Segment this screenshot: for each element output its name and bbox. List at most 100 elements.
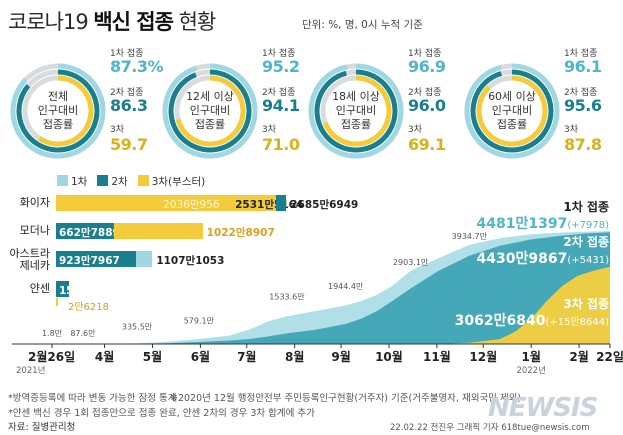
footnote-3: *얀센 백신 경우 1회 접종만으로 접종 완료, 얀센 2차의 경우 3차 합…: [8, 408, 315, 419]
donut-2-second-value: 96.0: [408, 96, 446, 115]
donut-0-second-value: 86.3: [110, 96, 148, 115]
annotation-4: 1533.6만: [269, 292, 305, 301]
donut-1-first-value: 95.2: [262, 57, 300, 76]
series-2-total-label: 2차 접종: [563, 235, 609, 249]
donut-2: [308, 63, 404, 159]
donut-0-center-label: 전체 인구대비 접종률: [26, 90, 90, 132]
legend: 1차 2차 3차(부스터): [57, 174, 205, 189]
donut-3-ring-dose1: [464, 63, 560, 159]
donut-1-ring-dose1: [162, 63, 258, 159]
donut-3-second-value: 95.6: [564, 96, 602, 115]
x-tick-label-6: 9월: [331, 349, 350, 364]
vaccine-3-dose3-bar: [56, 298, 58, 306]
donut-3-ring-dose3: [476, 75, 548, 147]
page-title: 코로나19 백신 접종 현황: [8, 10, 216, 34]
vaccine-3-dose2-label: 151만4697: [59, 285, 120, 297]
vaccine-2-end-label: 1107만1053: [156, 255, 225, 267]
annotation-2: 335.5만: [122, 323, 153, 332]
x-tick-label-11: 2월: [569, 349, 588, 364]
series-2-delta: (+5431): [567, 255, 609, 266]
unit-note: 단위: %, 명, 0시 누적 기준: [302, 19, 423, 31]
donut-rings: [10, 63, 560, 159]
legend-dose2: 2차: [111, 176, 128, 188]
series-1-total-value: 4481만1397(+7978): [477, 213, 609, 233]
donut-3-third-value: 87.8: [564, 135, 602, 154]
vaccine-0-end-label: 2685만6949: [290, 199, 359, 211]
vaccine-name-0-line1: 화이자: [19, 196, 50, 209]
donut-0-third-label: 3차: [110, 125, 125, 135]
vaccine-1-dose2-bar: [56, 223, 114, 239]
series-3-value: 3062만6840: [454, 313, 546, 329]
donut-2-second-label: 2차 접종: [408, 88, 442, 98]
legend-swatch-dose3: [137, 175, 149, 186]
x-tick-label-2: 5월: [143, 349, 162, 364]
annotation-1: 87.6만: [70, 329, 96, 338]
vaccine-name-2-line2: 제네카: [19, 259, 50, 272]
donut-3-center-label: 60세 이상 인구대비 접종률: [480, 90, 544, 132]
vaccine-name-3: 얀센: [0, 283, 50, 295]
donut-2-third-label: 3차: [408, 125, 423, 135]
vaccine-1-dose2-label: 662만7889: [59, 227, 120, 239]
vaccine-name-1-line1: 모더나: [19, 224, 50, 237]
donut-2-ring-dose3: [322, 75, 392, 147]
donut-3-first-label: 1차 접종: [564, 49, 598, 59]
donut-3-third-label: 3차: [564, 125, 579, 135]
donut-1-label1: 12세 이상: [186, 90, 234, 103]
donut-0-second-label: 2차 접종: [110, 88, 144, 98]
donut-3-label2: 인구대비: [491, 104, 533, 117]
donut-3-label3: 접종률: [496, 118, 528, 131]
donut-2-label1: 18세 이상: [332, 90, 380, 103]
series-3-total-value: 3062만6840(+15만8644): [455, 310, 609, 330]
donut-0-label1: 전체: [47, 90, 69, 103]
annotation-0: 1.8만: [42, 329, 63, 338]
x-tick-label-4: 7월: [237, 349, 256, 364]
donut-0-first-label: 1차 접종: [110, 49, 144, 59]
series-1-delta: (+7978): [567, 220, 609, 231]
x-tick-label-10: 1월: [521, 349, 540, 364]
vaccine-name-3-line1: 얀센: [29, 282, 50, 295]
donut-2-third-value: 69.1: [408, 135, 446, 154]
x-tick-label-0: 2월26일: [28, 349, 75, 364]
year-label-2022: 2022년: [516, 365, 545, 376]
series-3-total-label: 3차 접종: [563, 297, 609, 311]
source: 자료: 질병관리청: [8, 422, 76, 433]
donut-3-first-value: 96.1: [564, 57, 602, 76]
vaccine-name-2: 아스트라 제네카: [0, 248, 50, 272]
series-1-total-label: 1차 접종: [563, 200, 609, 214]
newsis-logo: NEWSIS: [488, 393, 598, 423]
donut-0-label3: 접종률: [42, 118, 74, 131]
vaccine-1-dose3-bar: [113, 223, 203, 239]
donut-1-third-label: 3차: [262, 125, 277, 135]
donut-0-ring-dose2: [16, 69, 100, 153]
x-tick-label-5: 8월: [285, 349, 304, 364]
vaccine-0-dose3-bar: [56, 195, 234, 211]
donut-1-label2: 인구대비: [189, 104, 231, 117]
donut-0: [10, 63, 106, 159]
donut-2-ring-dose1: [308, 63, 404, 159]
cumulative-area-chart: 2월26일 4월 5월 6월 7월 8월 9월 10월 11월 12월 1월 2월 22일 2021년 20…: [12, 231, 623, 376]
vaccine-2-dose2-bar: [56, 251, 137, 267]
donut-1-label3: 접종률: [194, 118, 226, 131]
donut-1-ring-dose2: [168, 69, 252, 153]
vaccine-3-dose3-label: 2만6218: [68, 302, 110, 313]
x-tick-label-7: 10월: [375, 349, 403, 364]
annotation-3: 579.1만: [184, 316, 215, 325]
annotation-6: 2903.1만: [393, 258, 429, 267]
vaccine-0-dose1-bar: [276, 195, 287, 211]
area-series-2: [52, 232, 610, 344]
donut-1-first-label: 1차 접종: [262, 49, 296, 59]
donut-1: [162, 63, 258, 159]
legend-dose1: 1차: [71, 176, 88, 188]
x-tick-label-8: 11월: [423, 349, 451, 364]
legend-swatch-dose1: [57, 175, 68, 186]
donut-3: [464, 63, 560, 159]
x-tick-label-1: 4월: [95, 349, 114, 364]
donut-2-first-value: 96.9: [408, 57, 446, 76]
footnote-2: ※2020년 12월 행정안전부 주민등록인구현황(거주자) 기준(거주불명자,…: [170, 393, 522, 404]
year-label-2021: 2021년: [16, 365, 45, 376]
vaccine-0-dose2-bar: [233, 195, 277, 211]
x-tick-label-12: 22일: [596, 350, 623, 364]
x-tick-label-9: 12월: [469, 349, 497, 364]
area-series-3: [52, 266, 610, 344]
donut-0-label2: 인구대비: [37, 104, 79, 117]
